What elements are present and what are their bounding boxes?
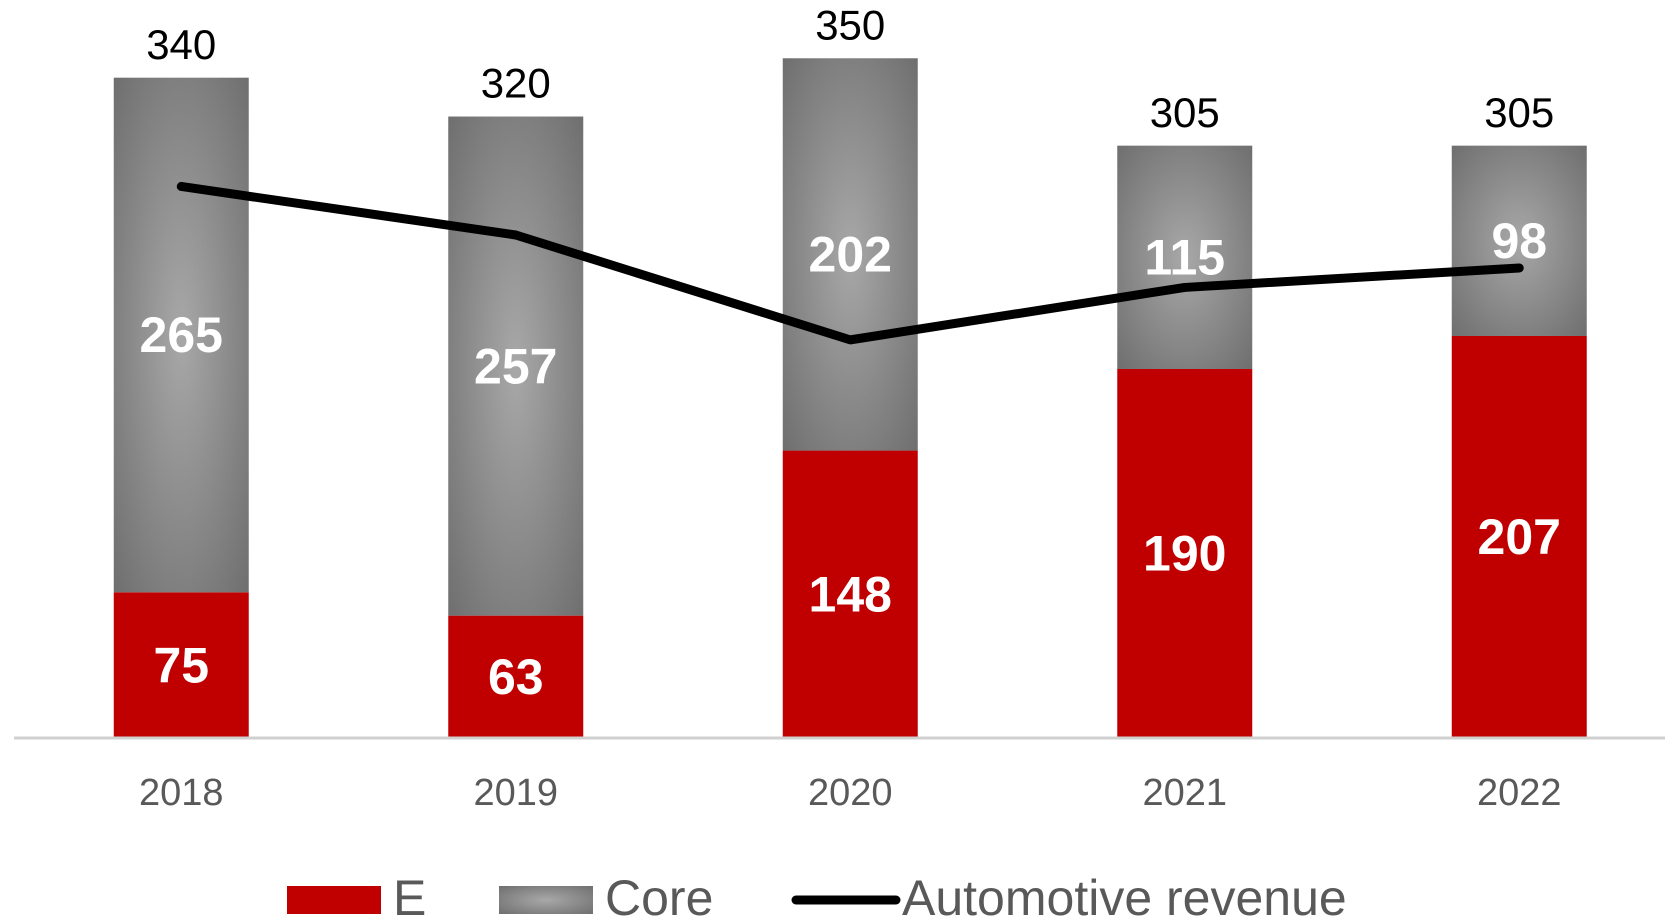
legend-swatch xyxy=(287,886,381,914)
value-label: 63 xyxy=(488,649,544,705)
legend-item: E xyxy=(287,870,426,924)
bar-segment xyxy=(782,450,918,738)
legend-item: Automotive revenue xyxy=(791,870,1347,924)
bar-segment xyxy=(448,615,584,738)
bar-segment xyxy=(1117,369,1253,738)
value-label: 202 xyxy=(809,227,892,283)
value-label: 148 xyxy=(809,566,892,622)
legend-swatch xyxy=(499,886,593,914)
legend-label: Automotive revenue xyxy=(902,870,1347,924)
x-tick-label: 2019 xyxy=(473,772,558,814)
line-series xyxy=(176,181,1524,345)
x-tick-label: 2021 xyxy=(1142,772,1227,814)
bar-segment xyxy=(1451,145,1587,336)
x-tick-label: 2018 xyxy=(139,772,224,814)
total-label: 320 xyxy=(481,60,551,107)
total-label: 350 xyxy=(815,1,885,48)
legend-label: Core xyxy=(605,870,713,924)
value-label: 98 xyxy=(1491,213,1547,269)
bar-segment xyxy=(113,77,249,593)
value-label: 115 xyxy=(1144,230,1225,286)
value-label: 190 xyxy=(1143,526,1226,582)
x-tick-label: 2022 xyxy=(1477,772,1562,814)
value-label: 75 xyxy=(153,637,209,693)
total-label: 340 xyxy=(146,21,216,68)
bar-segment xyxy=(448,116,584,616)
x-tick-label: 2020 xyxy=(808,772,893,814)
value-label: 207 xyxy=(1478,509,1561,565)
total-label: 305 xyxy=(1484,89,1554,136)
legend-item: Core xyxy=(499,870,713,924)
legend-label: E xyxy=(393,870,426,924)
bar-segment xyxy=(1117,145,1253,369)
value-label: 257 xyxy=(474,338,557,394)
total-label: 305 xyxy=(1150,89,1220,136)
bar-segment xyxy=(782,58,918,451)
value-label: 265 xyxy=(140,307,223,363)
bar-segment xyxy=(113,592,249,738)
bar-segment xyxy=(1451,335,1587,738)
